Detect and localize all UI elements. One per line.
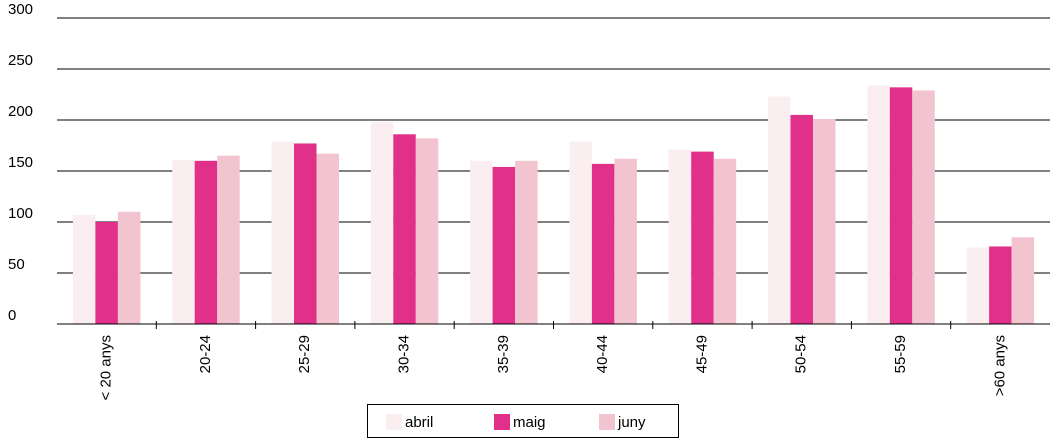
bar [889, 87, 913, 324]
bar [569, 141, 592, 324]
x-tick-label: >60 anys [991, 335, 1008, 396]
x-tick-label: 30-34 [396, 335, 413, 373]
y-tick-label: 0 [8, 307, 16, 324]
bar [172, 159, 195, 324]
bar [867, 85, 890, 324]
bar [370, 122, 394, 324]
bar [117, 211, 141, 324]
bar [591, 163, 615, 324]
bar [492, 166, 516, 324]
bar [989, 246, 1012, 324]
bar [72, 214, 96, 324]
y-tick-label: 150 [8, 154, 33, 171]
x-tick-label: 45-49 [693, 335, 710, 373]
bar [790, 114, 813, 325]
bar [614, 158, 637, 324]
bar [316, 153, 339, 324]
x-tick-label: 20-24 [197, 335, 214, 373]
x-tick-label: 35-39 [495, 335, 512, 373]
bar [768, 96, 791, 324]
bar [668, 149, 692, 324]
bar [1011, 237, 1035, 324]
bar [515, 160, 538, 324]
x-tick-label: 40-44 [594, 335, 611, 373]
legend-swatch [386, 414, 402, 430]
x-tick-label: < 20 anys [98, 335, 115, 400]
y-tick-label: 100 [8, 205, 33, 222]
legend-label: abril [405, 414, 433, 431]
bar [912, 90, 935, 324]
bar [691, 151, 714, 324]
bar [194, 160, 218, 324]
y-tick-label: 300 [8, 1, 33, 18]
bar [966, 247, 990, 324]
bar [217, 155, 240, 324]
bar [393, 134, 416, 324]
y-tick-label: 250 [8, 52, 33, 69]
bar [813, 118, 836, 324]
x-tick-label: 55-59 [892, 335, 909, 373]
bar [713, 158, 737, 324]
legend-box [367, 404, 679, 438]
x-tick-label: 50-54 [793, 335, 810, 373]
legend-label: maig [513, 414, 546, 431]
y-tick-label: 200 [8, 103, 33, 120]
legend-label: juny [617, 414, 646, 431]
x-tick-label: 25-29 [296, 335, 313, 373]
bar [415, 138, 439, 324]
bar [95, 222, 118, 324]
legend-swatch [494, 414, 510, 430]
bar [271, 141, 294, 324]
y-tick-label: 50 [8, 256, 25, 273]
bar [470, 160, 493, 324]
bar [294, 143, 317, 324]
legend-swatch [599, 414, 615, 430]
